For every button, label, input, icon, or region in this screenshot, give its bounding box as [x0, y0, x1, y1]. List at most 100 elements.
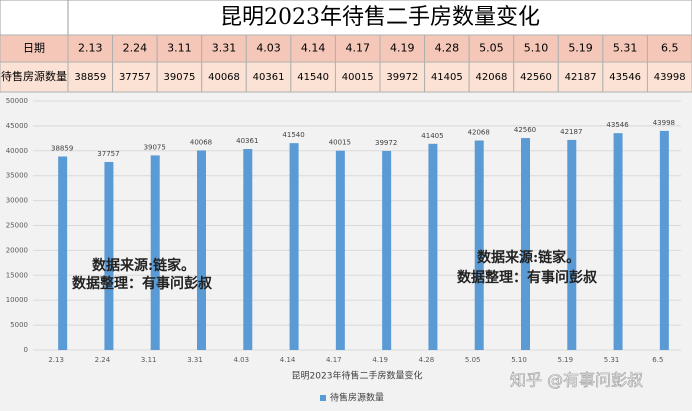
x-tick-label: 4.14: [280, 356, 296, 364]
table-title: 昆明2023年待售二手房数量变化: [220, 5, 540, 30]
table-cell: [334, 61, 381, 93]
table-cell: [156, 61, 203, 93]
x-tick-label: 2.13: [48, 356, 64, 364]
bar: [567, 139, 577, 350]
data-label: 41540: [282, 131, 304, 139]
data-label: 42187: [560, 128, 582, 136]
watermark: 知乎 @有事问彭叔: [510, 371, 643, 390]
date-cell: 4.19: [390, 42, 415, 55]
bar: [58, 156, 68, 350]
data-label: 37757: [97, 150, 119, 158]
table-cell: [468, 34, 515, 63]
y-tick-label: 35000: [6, 172, 28, 180]
value-cell: 43998: [654, 72, 686, 83]
value-cell: 39972: [386, 72, 418, 83]
row-label-cell: [0, 61, 69, 93]
bar: [382, 150, 392, 350]
table-cell: [245, 61, 292, 93]
x-axis-title: 昆明2023年待售二手房数量变化: [292, 370, 423, 382]
x-tick-label: 4.19: [372, 356, 388, 364]
date-cell: 4.14: [301, 42, 326, 55]
date-cell: 4.03: [256, 42, 281, 55]
y-tick-label: 50000: [6, 97, 28, 105]
date-cell: 3.31: [212, 42, 237, 55]
bar: [428, 143, 438, 350]
row-label: 日期: [23, 42, 45, 55]
legend-swatch: [320, 395, 326, 401]
x-tick-label: 5.31: [604, 356, 620, 364]
x-tick-label: 3.11: [141, 356, 157, 364]
x-tick-label: 5.19: [557, 356, 573, 364]
y-tick-label: 10000: [6, 296, 28, 304]
bar: [659, 130, 669, 350]
date-cell: 4.17: [345, 42, 370, 55]
annotation: 数据来源:链家。: [92, 257, 195, 274]
data-label: 41405: [421, 132, 443, 140]
bar: [289, 143, 299, 350]
value-cell: 40068: [208, 72, 240, 83]
value-cell: 40015: [342, 72, 374, 83]
value-cell: 39075: [164, 72, 196, 83]
data-label: 39972: [375, 139, 397, 147]
date-cell: 5.10: [524, 42, 549, 55]
x-tick-label: 4.17: [326, 356, 342, 364]
annotation: 数据来源:链家。: [477, 249, 580, 266]
value-cell: 37757: [119, 72, 151, 83]
x-tick-label: 2.24: [95, 356, 111, 364]
y-tick-label: 30000: [6, 197, 28, 205]
y-tick-label: 25000: [6, 222, 28, 230]
data-label: 38859: [51, 144, 73, 152]
bar: [521, 138, 530, 350]
bar: [243, 149, 253, 350]
legend-label: 待售房源数量: [330, 392, 384, 404]
date-cell: 4.28: [435, 42, 460, 55]
annotation: 数据整理：有事问彭叔: [72, 275, 213, 292]
data-label: 40068: [190, 138, 212, 146]
value-cell: 42068: [476, 72, 508, 83]
table-cell: [290, 61, 336, 93]
data-label: 39075: [144, 143, 166, 151]
annotation: 数据整理：有事问彭叔: [457, 269, 598, 286]
y-tick-label: 5000: [10, 321, 28, 329]
data-label: 42560: [514, 126, 536, 134]
data-label: 40361: [236, 137, 258, 145]
table-cell: [646, 34, 692, 63]
value-cell: 38859: [74, 72, 106, 83]
y-tick-label: 20000: [6, 246, 28, 254]
x-tick-label: 4.28: [419, 356, 435, 364]
date-cell: 5.31: [613, 42, 638, 55]
y-tick-label: 0: [24, 346, 28, 354]
data-label: 40015: [329, 139, 351, 147]
table-cell: [112, 34, 158, 63]
data-label: 43546: [606, 121, 629, 129]
value-cell: 42187: [565, 72, 597, 83]
x-tick-label: 4.03: [233, 356, 249, 364]
x-tick-label: 6.5: [652, 356, 663, 364]
table-cell: [424, 61, 470, 93]
y-tick-label: 15000: [6, 271, 28, 279]
value-cell: 43546: [609, 72, 641, 83]
bar: [474, 140, 484, 350]
data-label: 42068: [468, 129, 490, 137]
bar: [197, 150, 206, 350]
data-label: 43998: [653, 119, 675, 127]
date-cell: 3.11: [167, 42, 192, 55]
bar: [335, 150, 345, 350]
y-tick-label: 45000: [6, 122, 28, 130]
bar: [104, 161, 114, 350]
value-cell: 42560: [520, 72, 552, 83]
table-cell: [201, 61, 247, 93]
row-label: 待售房源数量: [1, 69, 67, 83]
table-cell: [602, 34, 648, 63]
date-cell: 5.05: [479, 42, 504, 55]
value-cell: 41405: [431, 72, 463, 83]
bar: [150, 155, 160, 350]
value-cell: 40361: [253, 72, 285, 83]
table-cell: [67, 34, 114, 63]
y-tick-label: 40000: [6, 147, 28, 155]
date-cell: 2.13: [78, 42, 103, 55]
table-cell: [646, 61, 692, 93]
value-cell: 41540: [297, 72, 329, 83]
x-tick-label: 5.10: [511, 356, 527, 364]
